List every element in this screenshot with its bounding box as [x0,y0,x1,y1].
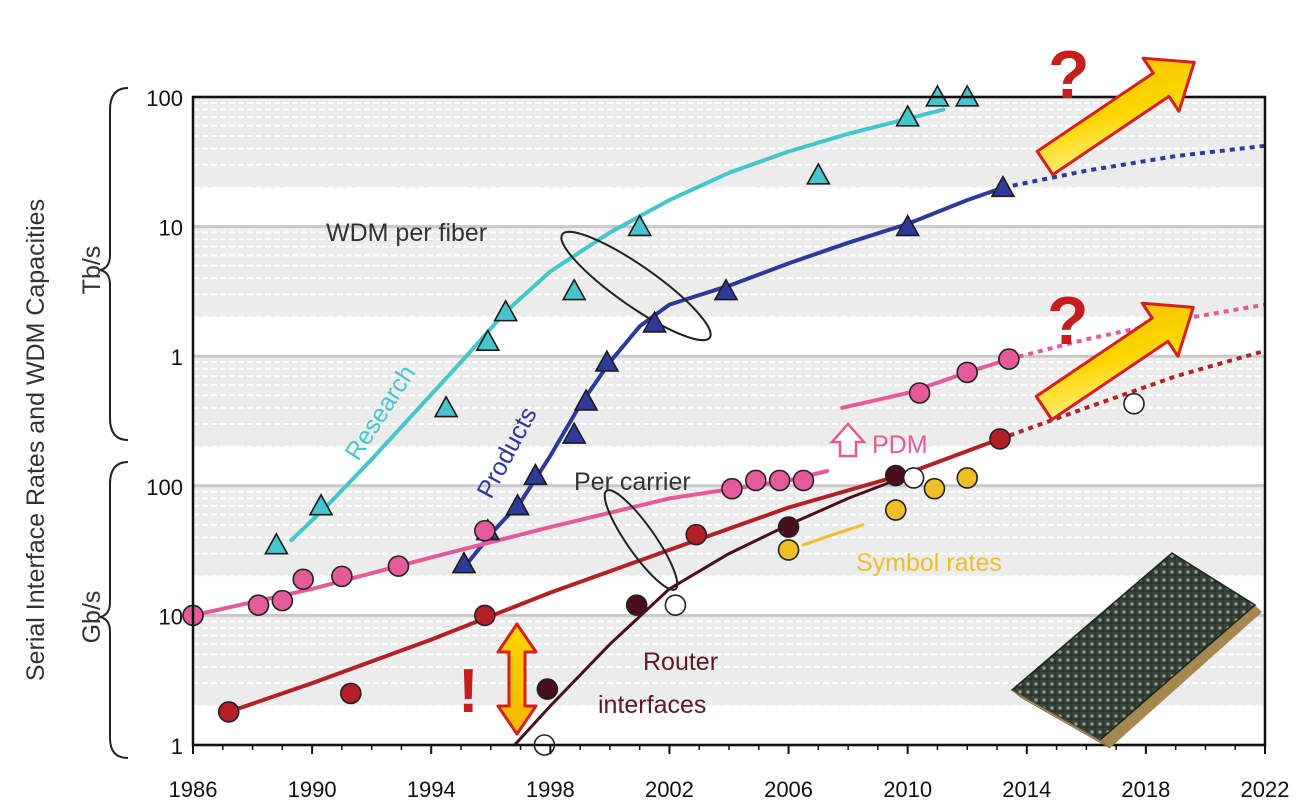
research-point [895,104,921,127]
lower-brace [99,461,129,759]
per_carrier-point [792,469,815,492]
double-arrow-icon [496,622,538,736]
y-axis-ticks: 1 10 100 1 10 100 [146,86,183,759]
router-point [625,594,648,616]
research-point [433,395,459,418]
per_carrier-point [387,555,410,577]
per_carrier-point [956,361,979,384]
decade-band [193,485,1265,577]
upper-trend-arrow-icon [1035,56,1196,177]
x-tick-label: 2010 [883,777,932,802]
per_carrier-point [908,382,931,404]
serial-point [474,604,496,627]
wdm-ellipse [560,230,712,342]
router-point [777,516,800,538]
x-tick-label: 2018 [1121,777,1170,802]
open-point [902,467,925,489]
y-tick-label: 10 [159,216,183,241]
x-tick-label: 1990 [288,777,337,802]
open-point [1123,392,1145,415]
symbol-point [956,467,979,489]
per_carrier-point [474,519,496,542]
per_carrier-trend-line-2 [840,357,1011,410]
research-point [627,213,653,237]
products-point [642,310,667,333]
x-axis-ticks: 1986 1990 1994 1998 2002 2006 2010 2014 2018 2022 [169,745,1290,802]
per_carrier-point [721,477,743,500]
per_carrier-point [744,469,767,492]
open-point [664,594,687,616]
products-point [573,388,599,411]
decade-band [193,226,1265,318]
research-point [561,278,587,301]
upper-unit-label: Tb/s [78,246,106,295]
x-tick-label: 2014 [1002,777,1051,802]
x-tick-label: 1998 [526,777,575,802]
y-tick-label: 10 [159,604,183,629]
lower-question-mark: ? [1047,283,1089,359]
symbol-trend-line [801,523,865,547]
products-point [523,462,548,486]
x-tick-label: 2006 [764,777,813,802]
exclamation-mark: ! [458,657,479,726]
router-label-line2: interfaces [598,691,706,719]
per_carrier-point [768,469,791,492]
per_carrier-point [292,568,314,591]
y-tick-label: 100 [146,86,183,111]
products-point [505,493,530,516]
y-tick-label: 1 [171,734,183,759]
per_carrier-point [271,589,294,612]
serial-point [685,523,708,546]
serial-point [989,428,1011,450]
x-tick-label: 2022 [1241,777,1290,802]
y-tick-label: 1 [171,345,183,370]
research-point [475,328,501,352]
per_carrier-point [247,594,270,616]
symbol-rates-label: Symbol rates [856,549,1002,577]
upper-question-mark: ? [1048,37,1090,113]
upper-brace [99,87,129,441]
research-trend-line [289,107,946,543]
lower-unit-label: Gb/s [78,591,106,644]
products-point [895,213,921,237]
per-carrier-ellipse [603,489,679,591]
x-tick-label: 1994 [407,777,456,802]
y-axis-label: Serial Interface Rates and WDM Capacitie… [22,199,50,681]
photonic-chip-picture [1010,552,1262,749]
y-tick-label: 100 [146,475,183,500]
lower-trend-arrow-icon [1034,301,1195,422]
pdm-up-arrow-icon [829,422,867,458]
research-point [308,493,334,516]
x-tick-label: 2002 [645,777,694,802]
products-point [594,349,620,372]
router-trend-line [513,474,910,747]
serial-point [217,701,240,723]
products-point [990,174,1016,198]
symbol-point [777,539,800,561]
products-point [451,551,477,574]
products-point [561,421,587,444]
per-carrier-label: Per carrier [574,468,691,496]
per_carrier-point [998,348,1020,370]
research-point [493,299,519,322]
router-label-line1: Router [643,648,718,676]
per_carrier-point [331,565,353,588]
data-markers [182,84,1145,756]
router-point [884,464,907,487]
x-tick-label: 1986 [169,777,218,802]
pdm-label: PDM [872,431,928,459]
router-point [536,678,559,700]
symbol-point [923,477,946,500]
research-point [805,162,831,185]
serial-point [340,682,362,705]
symbol-point [884,499,907,521]
products-point [713,278,739,301]
wdm-label: WDM per fiber [326,219,487,247]
research-point [264,532,289,555]
products-projection-line [1002,143,1266,190]
serial-projection-line [999,348,1266,441]
